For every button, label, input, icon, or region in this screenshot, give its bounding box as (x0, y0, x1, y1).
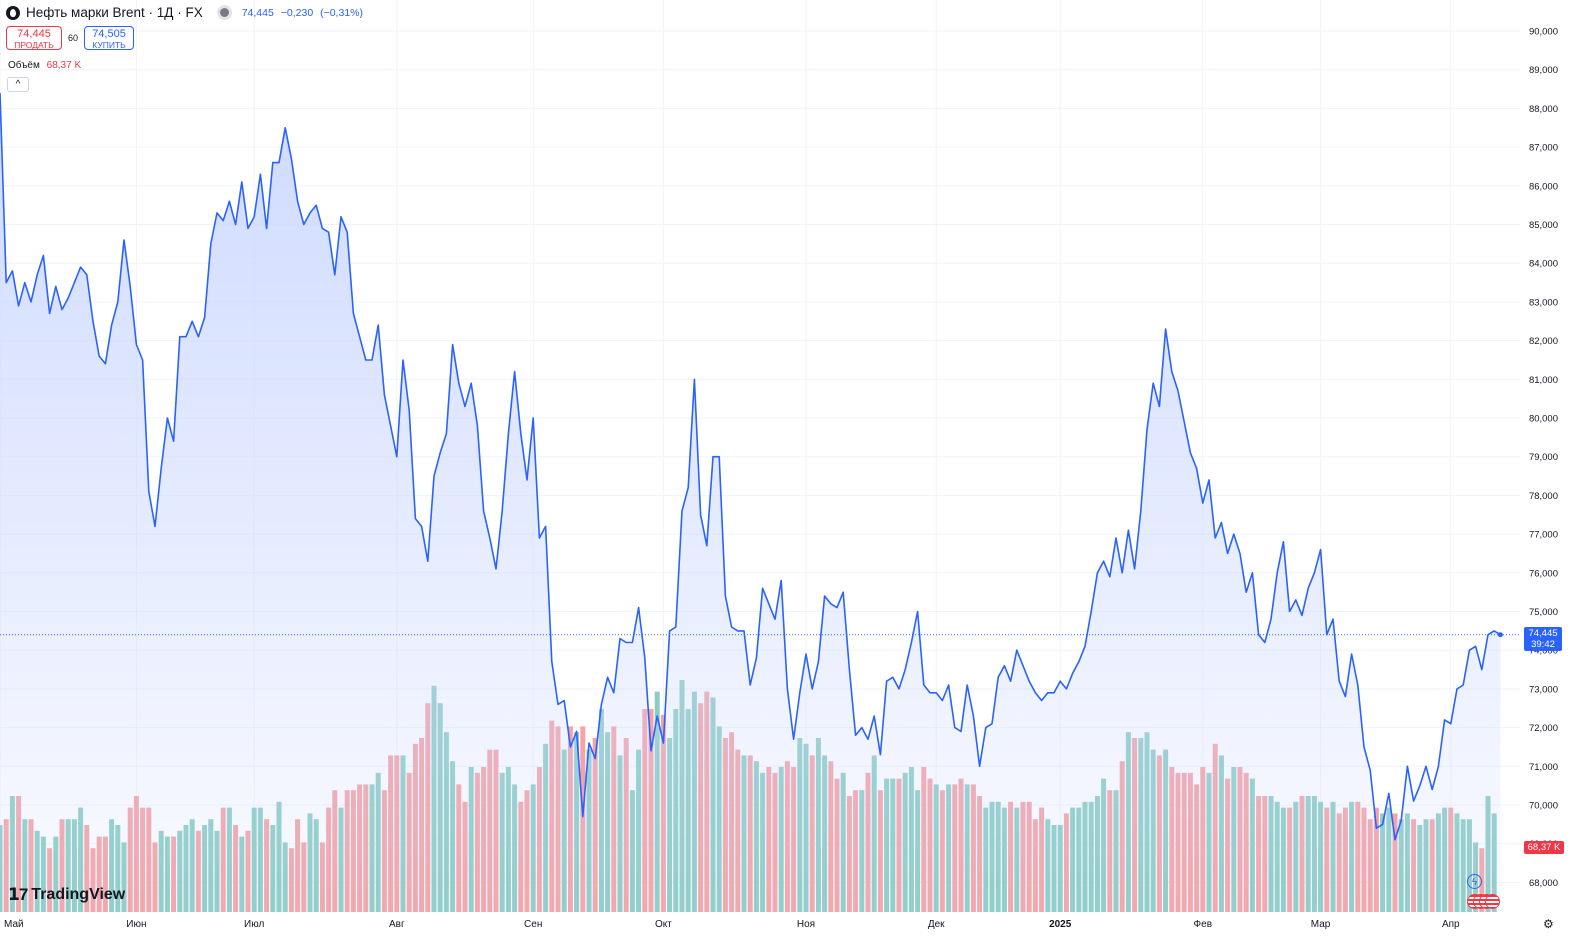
x-tick-label: Фев (1194, 919, 1212, 930)
y-tick-label: 89,000 (1529, 65, 1558, 76)
y-tick-label: 68,000 (1529, 878, 1558, 889)
last-price: 74,445 (241, 6, 274, 19)
x-tick-label: Мар (1311, 919, 1331, 930)
y-tick-label: 81,000 (1529, 375, 1558, 386)
y-tick-label: 79,000 (1529, 452, 1558, 463)
y-tick-label: 90,000 (1529, 27, 1558, 38)
volume-label: Объём (8, 60, 40, 71)
last-price-label-value: 74,445 (1528, 628, 1558, 639)
y-tick-label: 72,000 (1529, 723, 1558, 734)
lightning-icon[interactable]: ϟ (1467, 874, 1482, 889)
oil-drop-icon (6, 5, 20, 20)
y-tick-label: 87,000 (1529, 143, 1558, 154)
x-tick-label: 2025 (1049, 919, 1072, 930)
logo-text: TradingView (31, 886, 126, 903)
price-change: −0,230 (280, 6, 314, 19)
trade-panel: 74,445 ПРОДАТЬ 60 74,505 КУПИТЬ (6, 26, 135, 50)
sell-button[interactable]: 74,445 ПРОДАТЬ (6, 26, 62, 50)
last-price-marker (1497, 632, 1503, 638)
y-tick-label: 82,000 (1529, 336, 1558, 347)
x-tick-label: Авг (389, 919, 405, 930)
bar-countdown: 39:42 (1531, 639, 1555, 650)
y-tick-label: 73,000 (1529, 684, 1558, 695)
y-tick-label: 74,000 (1529, 646, 1558, 657)
buy-button[interactable]: 74,505 КУПИТЬ (84, 26, 135, 50)
y-tick-label: 88,000 (1529, 104, 1558, 115)
y-tick-label: 70,000 (1529, 801, 1558, 812)
y-tick-label: 76,000 (1529, 568, 1558, 579)
volume-legend[interactable]: Объём 68,37 K (8, 60, 81, 71)
symbol-title[interactable]: Нефть марки Brent · 1Д · FX (26, 5, 203, 20)
x-tick-label: Июл (244, 919, 264, 930)
y-tick-label: 80,000 (1529, 414, 1558, 425)
us-flag-icon[interactable] (1485, 894, 1500, 909)
volume-value: 68,37 K (46, 60, 82, 71)
y-tick-label: 77,000 (1529, 530, 1558, 541)
x-tick-label: Май (4, 919, 24, 930)
collapse-legend-button[interactable]: ^ (7, 77, 29, 92)
y-tick-label: 86,000 (1529, 181, 1558, 192)
tradingview-logo[interactable]: 𝟭7 TradingView (8, 885, 125, 905)
price-readout: 74,445 −0,230 (−0,31%) (242, 7, 367, 19)
settings-gear-icon[interactable]: ⚙ (1543, 917, 1554, 931)
y-tick-label: 75,000 (1529, 607, 1558, 618)
buy-price: 74,505 (92, 28, 126, 40)
x-tick-label: Апр (1442, 919, 1460, 930)
buy-label: КУПИТЬ (92, 40, 126, 50)
y-tick-label: 71,000 (1529, 762, 1558, 773)
sell-label: ПРОДАТЬ (14, 40, 54, 50)
sell-price: 74,445 (17, 28, 51, 40)
price-axis: 90,000 89,000 88,000 87,000 86,000 85,000 84,0… (1529, 27, 1558, 889)
y-tick-label: 83,000 (1529, 297, 1558, 308)
economic-events[interactable] (1467, 894, 1503, 910)
y-tick-label: 85,000 (1529, 220, 1558, 231)
price-change-pct: (−0,31%) (320, 6, 363, 19)
spread-value: 60 (68, 33, 79, 43)
x-tick-label: Сен (524, 919, 542, 930)
time-axis: Май Июн Июл Авг Сен Окт Ноя Дек 2025 Фев Мар Апр (4, 919, 1460, 930)
price-line (0, 92, 1501, 841)
last-price-label: 74,445 39:42 (1524, 627, 1562, 651)
price-area (0, 92, 1520, 912)
tv-logo-icon: 𝟭7 (8, 885, 28, 904)
x-tick-label: Дек (928, 919, 945, 930)
x-tick-label: Июн (126, 919, 146, 930)
market-status-icon[interactable] (216, 5, 232, 20)
y-tick-label: 84,000 (1529, 259, 1558, 270)
symbol-header: Нефть марки Brent · 1Д · FX 74,445 −0,23… (6, 5, 367, 20)
price-area-fill (0, 92, 1501, 912)
x-tick-label: Окт (655, 919, 672, 930)
y-tick-label: 78,000 (1529, 491, 1558, 502)
x-tick-label: Ноя (797, 919, 815, 930)
last-volume-label: 68,37 K (1524, 841, 1564, 854)
